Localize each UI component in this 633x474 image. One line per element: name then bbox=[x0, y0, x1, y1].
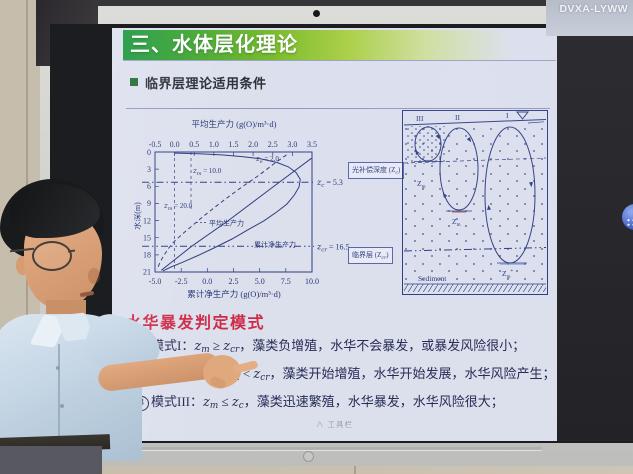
svg-text:9: 9 bbox=[147, 199, 151, 208]
algae-dots-dense bbox=[405, 126, 446, 164]
bloom-mode-heading: 水华暴发判定模式 bbox=[125, 315, 266, 332]
glasses bbox=[32, 241, 72, 271]
water-surface-line-2 bbox=[527, 121, 545, 124]
presenter-nose bbox=[88, 268, 100, 284]
shirt-placket bbox=[58, 344, 60, 456]
slide-title-bar: 三、水体层化理论 bbox=[123, 30, 556, 61]
svg-text:3.5: 3.5 bbox=[307, 140, 317, 149]
critical-layer-box: 临界层 (Zcr) bbox=[348, 247, 393, 264]
svg-text:0.0: 0.0 bbox=[202, 277, 212, 286]
shirt-button bbox=[56, 366, 60, 370]
mode-line-3: 3模式III：zm ≤ zc，藻类迅速繁殖，水华暴发，水华风险很大； bbox=[134, 391, 554, 411]
svg-text:6: 6 bbox=[147, 182, 151, 191]
arrow-icon bbox=[529, 182, 533, 188]
svg-text:-2.5: -2.5 bbox=[175, 277, 188, 286]
depth-axis-title: 水深(m) bbox=[134, 202, 142, 230]
small-circulation-cell bbox=[414, 126, 442, 162]
home-button[interactable] bbox=[303, 451, 314, 462]
photo-watermark: DVXA-LYWW bbox=[559, 3, 628, 15]
svg-text:3: 3 bbox=[147, 165, 151, 174]
svg-text:12: 12 bbox=[143, 217, 151, 226]
medium-circulation-cell bbox=[439, 127, 479, 211]
zm-label-a: Zm bbox=[417, 179, 426, 190]
shirt-button bbox=[60, 404, 64, 408]
svg-text:18: 18 bbox=[143, 251, 151, 260]
dots-grid-icon bbox=[626, 218, 633, 227]
arrow-icon bbox=[415, 149, 420, 155]
svg-text:-5.0: -5.0 bbox=[149, 277, 162, 286]
mixing-zones-diagram: III II I Zm Zm Zm* Sediment bbox=[402, 110, 548, 295]
top-axis-ticks: -0.5 0.0 0.5 1.0 1.5 2.0 2.5 3.0 3.5 bbox=[149, 140, 317, 149]
bottom-axis-title: 累计净生产力 (g(O)/m³·d) bbox=[187, 289, 281, 299]
zm-label-b: Zm bbox=[452, 217, 461, 228]
label-average-productivity: 平均生产力 bbox=[209, 219, 244, 228]
svg-text:0.0: 0.0 bbox=[170, 140, 180, 149]
light-compensation-depth-box: 光补偿深度 (Zc) bbox=[348, 162, 405, 179]
svg-text:21: 21 bbox=[143, 268, 151, 277]
zone-i-label: I bbox=[506, 111, 509, 120]
svg-text:3.0: 3.0 bbox=[287, 140, 297, 149]
assistive-touch-button[interactable] bbox=[622, 204, 633, 230]
label-cumulative-productivity: 累计净生产力 bbox=[254, 240, 296, 249]
water-surface-line bbox=[403, 119, 547, 126]
svg-text:0: 0 bbox=[147, 148, 151, 157]
section-heading: 临界层理论适用条件 bbox=[145, 76, 267, 91]
zcr-value-label: zcr = 16.5 bbox=[316, 243, 349, 254]
screen-black-area bbox=[557, 28, 633, 441]
arrow-icon bbox=[435, 134, 440, 140]
series-productivity-profile bbox=[162, 152, 301, 272]
water-surface-icon bbox=[515, 111, 530, 120]
axis-tick-marks bbox=[154, 151, 313, 272]
svg-text:7.5: 7.5 bbox=[281, 277, 291, 286]
series-cumulative-net-productivity bbox=[160, 157, 312, 271]
top-axis-title: 平均生产力 (g(O)/m³·d) bbox=[192, 119, 277, 129]
svg-text:15: 15 bbox=[143, 234, 151, 243]
mode-line-1: 1模式I：zm ≥ zcr，藻类负增殖，水华不会暴发，或暴发风险很小； bbox=[134, 335, 554, 355]
annotation-zm20: zm = 20.0 bbox=[163, 202, 193, 212]
svg-text:2.5: 2.5 bbox=[268, 140, 278, 149]
zone-ii-label: II bbox=[455, 113, 460, 122]
svg-text:10.0: 10.0 bbox=[305, 277, 319, 286]
sediment-label: Sediment bbox=[418, 274, 447, 283]
svg-text:2.5: 2.5 bbox=[229, 277, 239, 286]
compensation-depth-dashed bbox=[403, 157, 547, 164]
svg-text:1.0: 1.0 bbox=[209, 140, 219, 149]
svg-text:-0.5: -0.5 bbox=[149, 140, 162, 149]
zc-value-label: zc = 5.3 bbox=[316, 178, 343, 189]
zm-star-label: Zm* bbox=[502, 269, 513, 280]
wall-seam-bottom bbox=[354, 460, 356, 474]
bottom-axis-ticks: -5.0 -2.5 0.0 2.5 5.0 7.5 10.0 bbox=[149, 277, 319, 286]
series-average-productivity bbox=[156, 154, 287, 270]
critical-layer-dashdot bbox=[403, 247, 547, 252]
arrow-icon bbox=[487, 204, 491, 210]
sediment-hatch bbox=[404, 284, 546, 292]
annotation-zm10: zm = 10.0 bbox=[192, 167, 222, 177]
toolbar-hint[interactable]: ∧ 工具栏 bbox=[315, 420, 354, 429]
diagram-frame bbox=[402, 110, 548, 295]
arrow-icon bbox=[466, 137, 472, 143]
productivity-depth-chart: 平均生产力 (g(O)/m³·d) -0.5 0.0 0.5 1.0 1.5 2… bbox=[134, 119, 349, 299]
watermark-corner: DVXA-LYWW bbox=[546, 0, 633, 36]
section-heading-row: 临界层理论适用条件 bbox=[130, 73, 267, 92]
arrow-icon bbox=[442, 192, 448, 198]
chevron-up-icon: ∧ bbox=[315, 420, 325, 429]
depth-axis-ticks: 0 3 6 9 12 15 18 21 bbox=[143, 148, 151, 277]
page-title: 三、水体层化理论 bbox=[130, 34, 298, 56]
svg-text:2.0: 2.0 bbox=[248, 140, 258, 149]
annotation-ze: ze = 2.0 bbox=[255, 155, 279, 165]
svg-text:5.0: 5.0 bbox=[255, 277, 265, 286]
section-underline bbox=[126, 108, 550, 109]
zone-iii-label: III bbox=[416, 114, 424, 123]
presenter-hair-front bbox=[10, 184, 100, 238]
svg-text:0.5: 0.5 bbox=[189, 140, 199, 149]
room-dark-band bbox=[36, 0, 560, 8]
plot-frame bbox=[154, 151, 313, 273]
presenter-pants bbox=[0, 446, 102, 474]
bullet-square-icon bbox=[130, 78, 138, 86]
camera-icon bbox=[313, 10, 320, 17]
svg-text:1.5: 1.5 bbox=[229, 140, 239, 149]
marker-tray bbox=[130, 447, 542, 450]
